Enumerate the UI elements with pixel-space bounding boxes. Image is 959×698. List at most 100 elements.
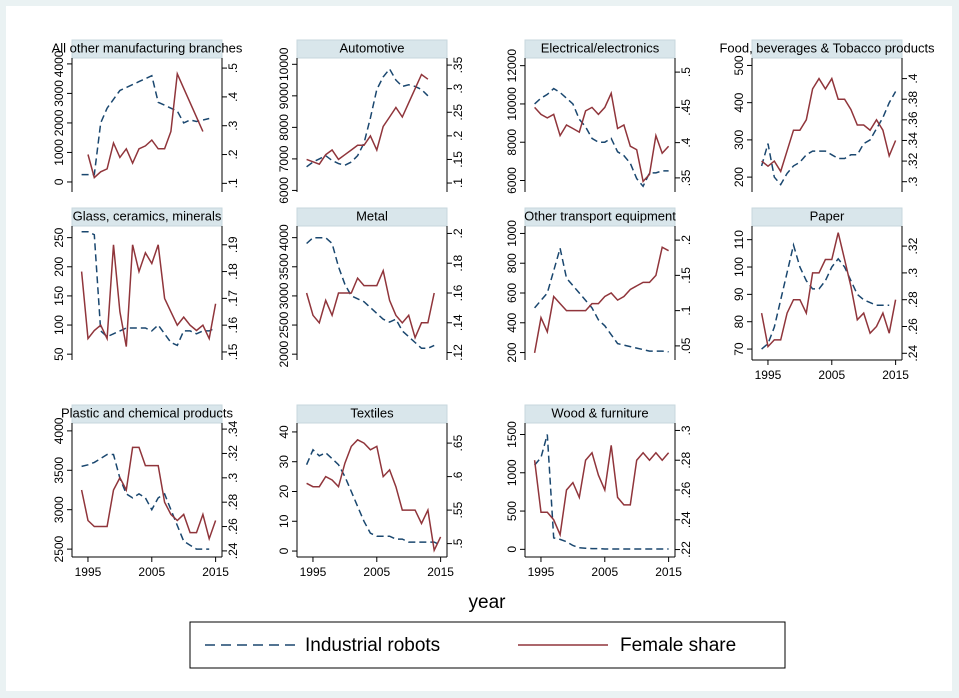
panel-title-box	[296, 207, 448, 227]
y-tick-label: .24	[226, 542, 240, 559]
panel-title: All other manufacturing branches	[52, 40, 243, 55]
y-tick-label: .2	[451, 131, 465, 141]
y-tick-label: 7000	[277, 145, 291, 172]
x-tick-label: 2015	[882, 368, 909, 382]
y-tick-label: 3500	[52, 457, 66, 484]
y-tick-label: .26	[226, 518, 240, 535]
panel-title: Glass, ceramics, minerals	[73, 208, 222, 223]
panel-title: Wood & furniture	[551, 405, 648, 420]
y-tick-label: .26	[679, 481, 693, 498]
y-tick-label: 3000	[52, 80, 66, 107]
y-tick-label: .34	[906, 132, 920, 149]
y-tick-label: 50	[52, 347, 66, 361]
y-tick-label: 400	[732, 92, 746, 112]
y-tick-label: .28	[906, 291, 920, 308]
y-tick-label: 90	[732, 287, 746, 301]
y-tick-label: .45	[679, 99, 693, 116]
y-tick-label: .3	[226, 120, 240, 130]
y-tick-label: .15	[679, 267, 693, 284]
panel-title: Plastic and chemical products	[61, 405, 233, 420]
y-tick-label: 8000	[505, 129, 519, 156]
y-tick-label: 2500	[277, 311, 291, 338]
y-tick-label: 6000	[505, 167, 519, 194]
panel-title-box	[524, 39, 676, 59]
panel-title: Paper	[810, 208, 845, 223]
panel-title: Food, beverages & Tobacco products	[719, 40, 935, 55]
y-tick-label: 8000	[277, 114, 291, 141]
y-tick-label: .1	[226, 178, 240, 188]
y-tick-label: .3	[226, 472, 240, 482]
panel-title-box	[71, 404, 223, 424]
panel-title: Automotive	[339, 40, 404, 55]
y-tick-label: 2000	[52, 109, 66, 136]
panel-title-box	[751, 207, 903, 227]
legend-label: Industrial robots	[305, 635, 440, 656]
legend-label: Female share	[620, 635, 736, 656]
y-tick-label: .3	[906, 268, 920, 278]
y-tick-label: .3	[906, 176, 920, 186]
series-line	[305, 268, 435, 340]
series-line	[306, 73, 429, 166]
series-line	[534, 87, 669, 188]
panel-title-box	[524, 404, 676, 424]
y-tick-label: .5	[226, 63, 240, 73]
x-tick-label: 2005	[591, 565, 618, 579]
y-tick-label: .1	[679, 305, 693, 315]
panel-title-box	[71, 39, 223, 59]
y-tick-label: .24	[906, 345, 920, 362]
y-tick-label: .18	[451, 255, 465, 272]
series-line	[306, 67, 429, 168]
y-tick-label: .32	[906, 237, 920, 254]
y-tick-label: .15	[451, 151, 465, 168]
y-tick-label: .35	[679, 169, 693, 186]
y-tick-label: 1000	[505, 459, 519, 486]
y-tick-label: .4	[679, 137, 693, 147]
panel-title-box	[751, 39, 903, 59]
y-tick-label: 600	[505, 283, 519, 303]
y-tick-label: 2000	[277, 341, 291, 368]
y-tick-label: .6	[451, 471, 465, 481]
y-tick-label: .19	[226, 236, 240, 253]
y-tick-label: .36	[906, 111, 920, 128]
series-line	[81, 453, 210, 550]
y-tick-label: 1000	[52, 139, 66, 166]
y-tick-label: 3000	[277, 282, 291, 309]
series-line	[306, 438, 442, 553]
y-tick-label: .15	[226, 343, 240, 360]
y-tick-label: 6000	[277, 177, 291, 204]
y-tick-label: .2	[679, 235, 693, 245]
y-tick-label: 110	[732, 230, 746, 249]
y-tick-label: 3500	[277, 253, 291, 280]
y-tick-label: 10000	[277, 47, 291, 81]
y-tick-label: .26	[906, 318, 920, 335]
y-tick-label: 100	[732, 257, 746, 277]
y-tick-label: .16	[226, 316, 240, 333]
x-tick-label: 1995	[75, 565, 102, 579]
y-tick-label: 0	[505, 546, 519, 553]
x-tick-label: 2005	[138, 565, 165, 579]
panel-title-box	[296, 404, 448, 424]
y-tick-label: 500	[505, 501, 519, 521]
y-tick-label: .28	[679, 452, 693, 469]
series-line	[533, 246, 669, 354]
panel-title-box	[296, 39, 448, 59]
x-tick-label: 1995	[300, 565, 327, 579]
series-line	[306, 236, 435, 350]
y-tick-label: .4	[226, 92, 240, 102]
panel-title: Other transport equipment	[524, 208, 676, 223]
y-tick-label: .16	[451, 284, 465, 301]
y-tick-label: 200	[505, 342, 519, 362]
y-tick-label: .2	[226, 149, 240, 159]
y-tick-label: 0	[52, 178, 66, 185]
series-line	[80, 446, 217, 542]
y-tick-label: 20	[277, 484, 291, 498]
y-tick-label: .34	[226, 420, 240, 437]
y-tick-label: 800	[505, 253, 519, 273]
x-tick-label: 1995	[528, 565, 555, 579]
y-tick-label: 200	[732, 167, 746, 187]
y-tick-label: 1000	[505, 220, 519, 247]
y-tick-label: 250	[52, 227, 66, 247]
y-tick-label: .22	[679, 541, 693, 558]
x-axis-label: year	[469, 592, 507, 613]
